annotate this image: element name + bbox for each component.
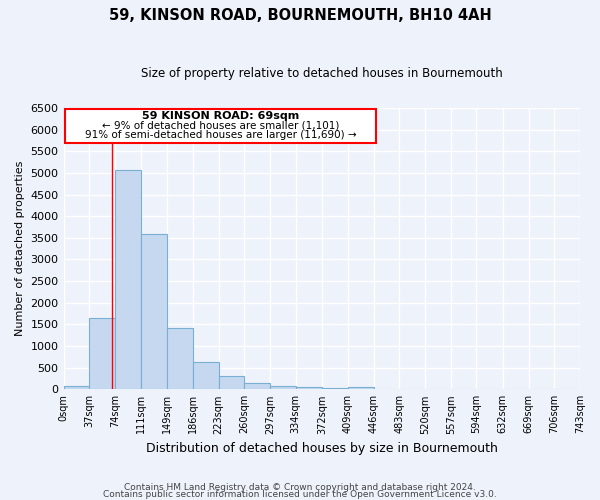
X-axis label: Distribution of detached houses by size in Bournemouth: Distribution of detached houses by size …	[146, 442, 498, 455]
Bar	[140, 234, 167, 390]
Text: ← 9% of detached houses are smaller (1,101): ← 9% of detached houses are smaller (1,1…	[102, 121, 340, 131]
Bar	[322, 388, 348, 390]
Text: 59, KINSON ROAD, BOURNEMOUTH, BH10 4AH: 59, KINSON ROAD, BOURNEMOUTH, BH10 4AH	[109, 8, 491, 22]
Bar	[296, 387, 322, 390]
Bar	[270, 386, 296, 390]
Bar	[244, 383, 270, 390]
FancyBboxPatch shape	[65, 109, 376, 142]
Y-axis label: Number of detached properties: Number of detached properties	[15, 161, 25, 336]
Bar	[193, 362, 218, 390]
Title: Size of property relative to detached houses in Bournemouth: Size of property relative to detached ho…	[141, 68, 503, 80]
Bar	[115, 170, 140, 390]
Bar	[89, 318, 115, 390]
Bar	[218, 376, 244, 390]
Text: Contains HM Land Registry data © Crown copyright and database right 2024.: Contains HM Land Registry data © Crown c…	[124, 484, 476, 492]
Text: 91% of semi-detached houses are larger (11,690) →: 91% of semi-detached houses are larger (…	[85, 130, 356, 140]
Text: 59 KINSON ROAD: 69sqm: 59 KINSON ROAD: 69sqm	[142, 112, 299, 122]
Bar	[348, 387, 374, 390]
Bar	[167, 328, 193, 390]
Text: Contains public sector information licensed under the Open Government Licence v3: Contains public sector information licen…	[103, 490, 497, 499]
Bar	[64, 386, 89, 390]
